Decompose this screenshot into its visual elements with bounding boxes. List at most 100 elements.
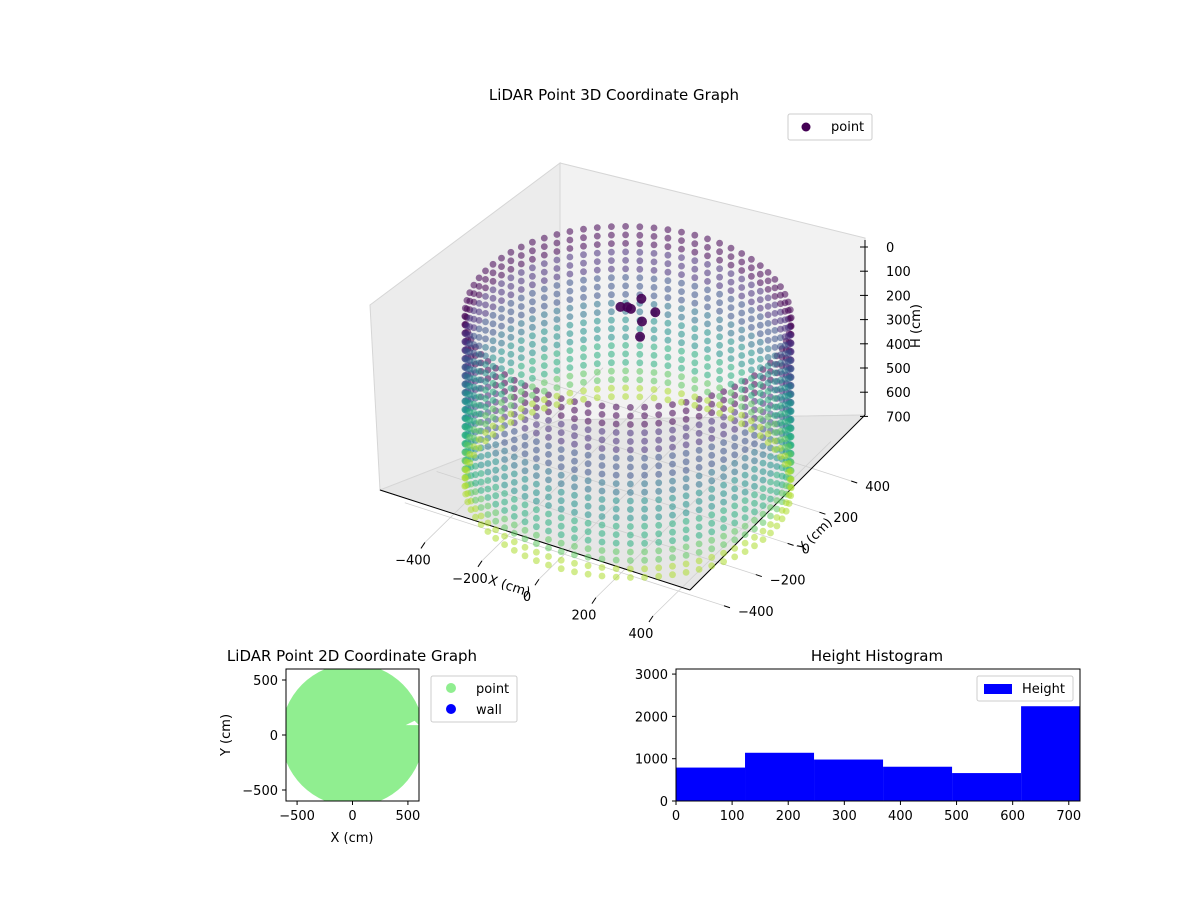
z-tick-label: 600 [886,386,911,401]
lidar-point-815 [593,368,601,376]
lidar-point-1385 [787,484,795,492]
lidar-point-674 [553,248,561,255]
lidar-point-696 [655,428,663,436]
lidar-point-864 [708,417,716,425]
lidar-point-1223 [727,287,735,294]
lidar-point-885 [622,248,629,256]
lidar-point-125 [461,482,469,490]
cluster-point-3 [636,316,647,327]
lidar-point-1499 [781,358,789,366]
lidar-point-487 [507,282,515,290]
lidar-point-1306 [748,290,755,297]
lidar-point-598 [612,488,620,496]
lidar-point-356 [475,444,483,452]
y-tick-mark-3 [819,511,826,515]
histogram-bar-2 [814,759,884,801]
lidar-point-541 [598,538,606,546]
lidar-point-684 [553,333,561,340]
lidar-point-292 [470,443,478,451]
lidar-point-1430 [771,293,779,300]
lidar-point-1083 [759,468,767,475]
lidar-point-1396 [764,354,772,361]
lidar-point-774 [580,378,587,386]
lidar-point-853 [608,333,615,341]
lidar-point-951 [650,275,658,283]
lidar-point-386 [482,335,489,343]
lidar-point-963 [650,377,658,385]
lidar-point-615 [540,285,548,293]
lidar-point-745 [669,486,676,493]
lidar-point-752 [669,545,676,553]
lidar-point-558 [517,345,525,353]
lidar-point-893 [622,316,629,324]
lidar-point-871 [708,477,716,485]
lidar-point-1390 [764,303,772,310]
lidar-point-303 [521,458,529,466]
lidar-point-1050 [678,228,685,236]
lidar-point-897 [622,350,629,358]
lidar-point-575 [529,306,536,314]
lidar-point-520 [584,536,592,544]
lidar-point-373 [545,527,552,535]
lidar-point-561 [517,371,525,378]
lidar-point-1104 [691,333,699,341]
lidar-point-1036 [751,431,758,439]
lidar-point-1436 [771,344,779,351]
lidar-point-525 [598,402,606,410]
lidar-point-313 [521,543,529,551]
lidar-point-1275 [738,377,746,385]
lidar-point-505 [584,409,592,417]
lidar-point-1319 [748,400,755,408]
lidar-point-799 [593,232,601,240]
lidar-point-1222 [727,278,735,286]
x-tick-label-hist: 100 [720,809,745,824]
lidar-point-717 [566,253,574,261]
lidar-point-866 [708,434,716,442]
lidar-point-801 [593,249,601,257]
lidar-point-1152 [704,388,711,396]
lidar-point-764 [580,293,587,301]
lidar-point-894 [622,325,629,332]
lidar-point-330 [533,514,540,522]
lidar-point-999 [664,328,672,336]
lidar-point-1437 [771,352,779,360]
lidar-point-617 [540,302,548,310]
lidar-point-339 [475,300,483,307]
chart-2d-title: LiDAR Point 2D Coordinate Graph [227,647,477,665]
lidar-point-1354 [756,347,764,355]
lidar-point-468 [498,305,505,313]
lidar-point-1176 [716,239,723,247]
lidar-point-369 [545,493,552,501]
lidar-point-720 [566,279,574,286]
lidar-point-1084 [759,476,767,484]
lidar-point-1259 [782,507,790,515]
lidar-point-758 [580,242,587,250]
grid-floor-y-3 [500,408,820,513]
x-tick-label-2d: 500 [396,809,421,824]
lidar-point-433 [489,371,497,379]
lidar-point-734 [566,398,574,405]
lidar-point-973 [731,442,739,450]
lidar-point-452 [571,491,578,499]
lidar-point-348 [475,376,483,384]
lidar-point-810 [593,326,601,333]
histogram-bar-5 [1021,706,1080,801]
lidar-point-606 [612,556,620,564]
x-tick-mark-1 [477,560,483,568]
lidar-point-918 [720,515,727,523]
lidar-point-402 [557,420,565,428]
lidar-point-636 [627,455,634,462]
lidar-point-1001 [664,345,672,353]
lidar-point-1353 [756,338,764,346]
lidar-point-78 [477,478,485,486]
lidar-point-540 [598,530,606,537]
lidar-point-1225 [727,304,735,311]
lidar-point-726 [566,330,574,337]
lidar-point-1134 [704,235,711,243]
lidar-point-784 [682,458,690,466]
lidar-point-592 [612,437,620,445]
lidar-point-164 [492,509,500,517]
lidar-point-641 [627,497,634,505]
lidar-point-306 [521,484,529,492]
lidar-point-1351 [756,321,764,329]
